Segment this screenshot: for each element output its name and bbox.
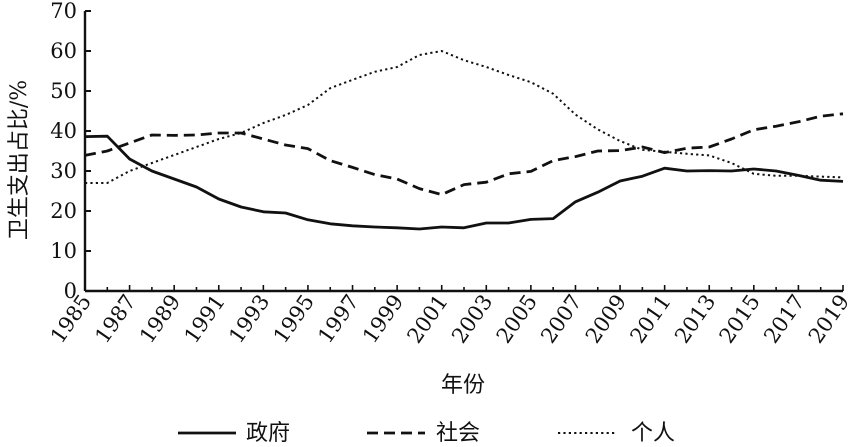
y-axis-title: 卫生支出占比/%	[7, 80, 32, 240]
x-tick-label: 1995	[269, 290, 319, 348]
x-tick-label: 1985	[46, 290, 96, 348]
x-tick-label: 1993	[224, 290, 274, 348]
x-tick-label: 2017	[759, 290, 809, 348]
x-tick-label: 2005	[492, 290, 542, 348]
x-tick-label: 2013	[670, 290, 720, 348]
y-ticks: 0 10 20 30 40 50 60 70	[50, 0, 91, 303]
x-ticks: 1985198719891991199319951997199920012003…	[46, 285, 854, 348]
series-line-0	[84, 134, 844, 231]
y-tick-label: 70	[50, 0, 77, 23]
series-lines	[84, 50, 844, 231]
x-tick-label: 2019	[804, 290, 854, 348]
x-tick-label: 2003	[447, 290, 497, 348]
x-tick-label: 2007	[536, 290, 586, 348]
x-tick-label: 1991	[180, 290, 230, 348]
x-tick-label: 1999	[358, 290, 408, 348]
x-axis-title: 年份	[441, 373, 485, 398]
x-tick-label: 1989	[135, 290, 185, 348]
series-line-1	[84, 112, 844, 196]
y-tick-label: 50	[50, 79, 77, 103]
x-tick-label: 2015	[715, 290, 765, 348]
y-tick-label: 10	[50, 239, 77, 263]
y-tick-label: 40	[50, 119, 77, 143]
x-tick-label: 1987	[90, 290, 140, 348]
axes	[83, 11, 843, 293]
legend-label-2: 个人	[631, 421, 675, 446]
x-tick-label: 2001	[402, 290, 452, 348]
y-tick-label: 60	[50, 39, 77, 63]
x-tick-label: 1997	[313, 290, 363, 348]
y-tick-label: 30	[50, 159, 77, 183]
series-line-2	[85, 50, 844, 184]
y-tick-label: 20	[50, 199, 77, 223]
x-tick-label: 2009	[581, 290, 631, 348]
legend: 政府 社会 个人	[178, 421, 675, 446]
y-tick-label: 0	[64, 279, 77, 303]
legend-label-1: 社会	[436, 421, 480, 446]
legend-label-0: 政府	[246, 421, 290, 446]
x-tick-label: 2011	[625, 290, 675, 348]
